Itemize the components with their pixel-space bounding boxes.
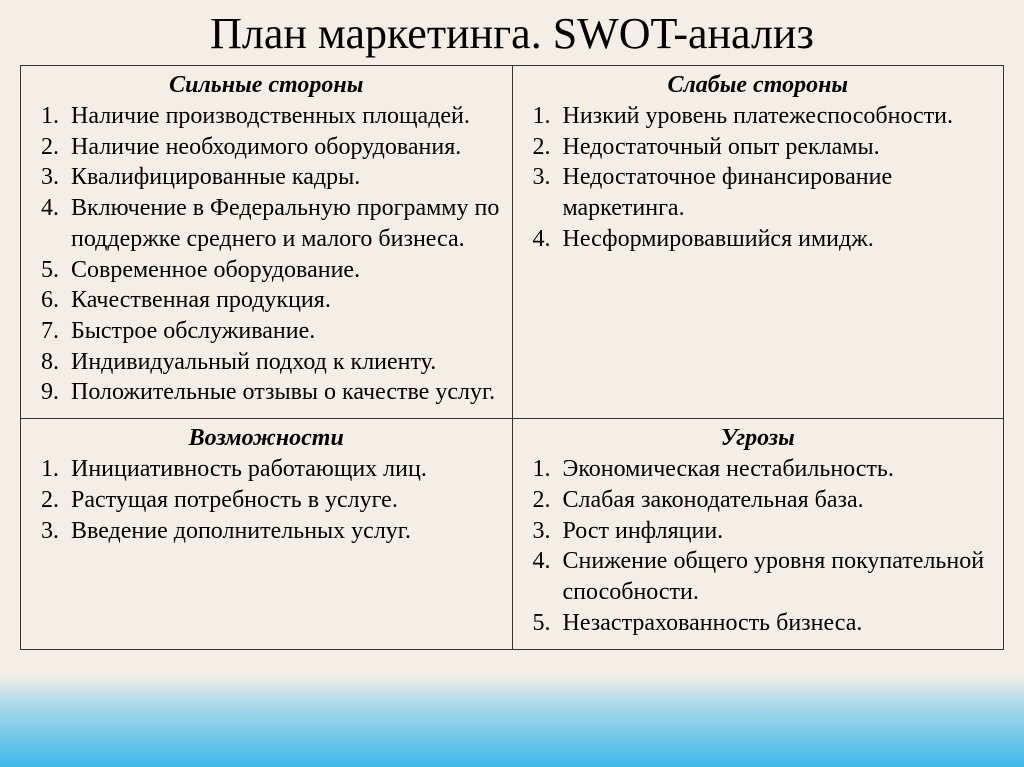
list-item: Инициативность работающих лиц. (65, 454, 502, 485)
opportunities-list: Инициативность работающих лиц.Растущая п… (31, 454, 502, 546)
list-item: Растущая потребность в услуге. (65, 485, 502, 516)
list-item: Экономическая нестабильность. (557, 454, 994, 485)
list-item: Качественная продукция. (65, 285, 502, 316)
threats-list: Экономическая нестабильность.Слабая зако… (523, 454, 994, 638)
page-title: План маркетинга. SWOT-анализ (20, 8, 1004, 59)
list-item: Введение дополнительных услуг. (65, 516, 502, 547)
strengths-header: Сильные стороны (31, 72, 502, 99)
cell-strengths: Сильные стороны Наличие производственных… (21, 66, 513, 419)
list-item: Слабая законодательная база. (557, 485, 994, 516)
threats-header: Угрозы (523, 425, 994, 452)
opportunities-header: Возможности (31, 425, 502, 452)
list-item: Недостаточное финансирование маркетинга. (557, 162, 994, 223)
swot-table: Сильные стороны Наличие производственных… (20, 65, 1004, 650)
list-item: Включение в Федеральную программу по под… (65, 193, 502, 254)
list-item: Наличие производственных площадей. (65, 101, 502, 132)
list-item: Снижение общего уровня покупательной спо… (557, 546, 994, 607)
list-item: Наличие необходимого оборудования. (65, 132, 502, 163)
list-item: Рост инфляции. (557, 516, 994, 547)
slide: План маркетинга. SWOT-анализ Сильные сто… (0, 0, 1024, 767)
weaknesses-header: Слабые стороны (523, 72, 994, 99)
strengths-list: Наличие производственных площадей.Наличи… (31, 101, 502, 408)
list-item: Современное оборудование. (65, 255, 502, 286)
list-item: Индивидуальный подход к клиенту. (65, 347, 502, 378)
cell-opportunities: Возможности Инициативность работающих ли… (21, 419, 513, 649)
cell-weaknesses: Слабые стороны Низкий уровень платежеспо… (512, 66, 1004, 419)
weaknesses-list: Низкий уровень платежеспособности.Недост… (523, 101, 994, 255)
list-item: Незастрахованность бизнеса. (557, 608, 994, 639)
list-item: Квалифицированные кадры. (65, 162, 502, 193)
list-item: Низкий уровень платежеспособности. (557, 101, 994, 132)
cell-threats: Угрозы Экономическая нестабильность.Слаб… (512, 419, 1004, 649)
list-item: Несформировавшийся имидж. (557, 224, 994, 255)
list-item: Недостаточный опыт рекламы. (557, 132, 994, 163)
list-item: Быстрое обслуживание. (65, 316, 502, 347)
list-item: Положительные отзывы о качестве услуг. (65, 377, 502, 408)
